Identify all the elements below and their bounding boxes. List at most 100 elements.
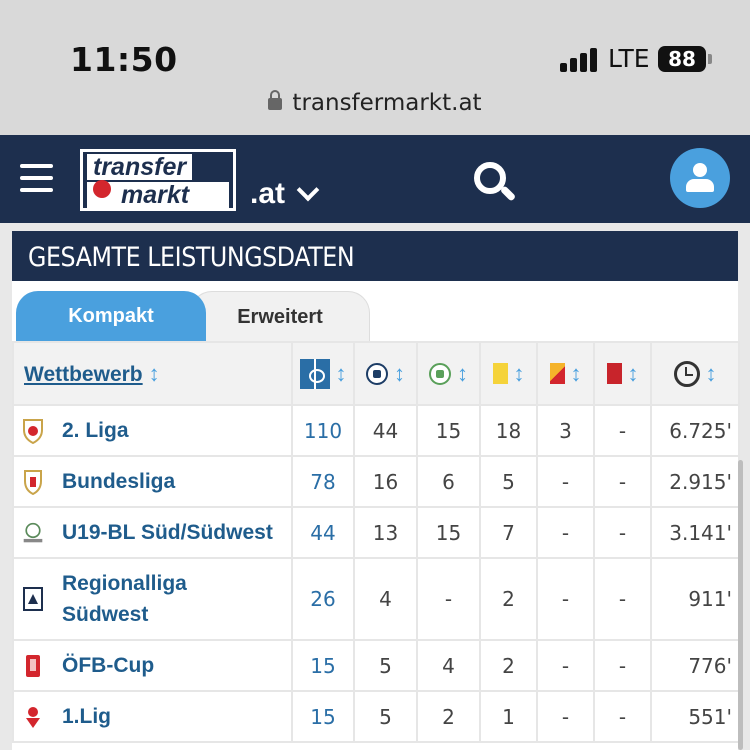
clock-time: 11:50: [70, 40, 178, 79]
competition-link[interactable]: Regionalliga Südwest: [62, 572, 187, 626]
red-cell: -: [593, 639, 652, 692]
yellow-cell: 2: [479, 557, 538, 641]
competition-link[interactable]: 1.Lig: [62, 705, 112, 728]
regionalliga-logo: [23, 587, 43, 611]
tab-erweitert[interactable]: Erweitert: [190, 291, 370, 341]
table-row: Regionalliga Südwest 26 4 - 2 - - 911': [12, 557, 740, 641]
yellow-cell: 1: [479, 690, 538, 743]
liga2-logo: [23, 418, 43, 444]
apps-cell[interactable]: 44: [291, 506, 355, 559]
red-cell: -: [593, 557, 652, 641]
sort-icon: ↕: [335, 360, 347, 386]
yellow-cell: 2: [479, 639, 538, 692]
header-minutes[interactable]: ↕: [650, 341, 740, 406]
apps-cell[interactable]: 15: [291, 690, 355, 743]
status-bar: 11:50 LTE 88 transfermarkt.at: [0, 0, 750, 135]
header-assists[interactable]: ↕: [416, 341, 481, 406]
assists-cell: -: [416, 557, 481, 641]
top-navigation: transfer markt .at: [0, 135, 750, 223]
logo-text-bottom: markt: [87, 182, 229, 208]
apps-cell[interactable]: 26: [291, 557, 355, 641]
battery-icon: 88: [658, 46, 706, 72]
site-logo[interactable]: transfer markt: [80, 149, 236, 211]
assists-cell: 4: [416, 639, 481, 692]
logo-player-icon: [93, 180, 111, 198]
competition-link[interactable]: ÖFB-Cup: [62, 654, 155, 677]
goal-ball-icon: [366, 362, 388, 385]
scrollbar[interactable]: [738, 460, 743, 750]
goals-cell: 5: [353, 639, 418, 692]
tab-kompakt[interactable]: Kompakt: [16, 291, 206, 341]
goals-cell: 16: [353, 455, 418, 508]
network-label: LTE: [608, 44, 650, 73]
minutes-cell: 551': [650, 690, 740, 743]
minutes-cell: 3.141': [650, 506, 740, 559]
pitch-icon: [299, 358, 330, 389]
competition-link[interactable]: 2. Liga: [62, 419, 129, 442]
goals-cell: 13: [353, 506, 418, 559]
sort-icon: ↕: [627, 360, 639, 386]
header-yellow-red[interactable]: ↕: [536, 341, 595, 406]
assists-cell: 2: [416, 690, 481, 743]
yellow-red-card-icon: [549, 363, 565, 384]
clock-icon: [673, 360, 700, 387]
table-row: U19-BL Süd/Südwest 44 13 15 7 - - 3.141': [12, 506, 740, 559]
assist-ball-icon: [429, 362, 451, 385]
red-cell: -: [593, 506, 652, 559]
address-bar[interactable]: transfermarkt.at: [0, 89, 750, 116]
u19-logo: [23, 522, 43, 542]
assists-cell: 15: [416, 404, 481, 457]
yellow-red-cell: -: [536, 506, 595, 559]
stats-table: Wettbewerb ↕ ↕ ↕ ↕ ↕ ↕ ↕ ↕ 2. Liga 110 44…: [12, 341, 740, 743]
table-row: 1.Lig 15 5 2 1 - - 551': [12, 690, 740, 743]
chevron-down-icon[interactable]: [296, 178, 320, 202]
user-account-icon[interactable]: [670, 148, 730, 208]
lig1-logo: [26, 706, 40, 728]
yellow-cell: 5: [479, 455, 538, 508]
panel-title: GESAMTE LEISTUNGSDATEN: [12, 231, 738, 281]
bundesliga-logo: [24, 469, 42, 495]
header-yellow[interactable]: ↕: [479, 341, 538, 406]
header-goals[interactable]: ↕: [353, 341, 418, 406]
sort-icon: ↕: [570, 360, 582, 386]
table-row: Bundesliga 78 16 6 5 - - 2.915': [12, 455, 740, 508]
header-red[interactable]: ↕: [593, 341, 652, 406]
header-competition[interactable]: Wettbewerb ↕: [12, 341, 293, 406]
sort-icon: ↕: [394, 360, 405, 386]
yellow-cell: 18: [479, 404, 538, 457]
goals-cell: 4: [353, 557, 418, 641]
tab-bar: Erweitert Kompakt: [12, 291, 738, 341]
sort-icon: ↕: [457, 360, 468, 386]
lock-icon: [268, 89, 283, 110]
red-card-icon: [606, 363, 622, 384]
competition-link[interactable]: Bundesliga: [62, 470, 176, 493]
minutes-cell: 2.915': [650, 455, 740, 508]
assists-cell: 15: [416, 506, 481, 559]
apps-cell[interactable]: 110: [291, 404, 355, 457]
search-icon[interactable]: [472, 160, 517, 204]
apps-cell[interactable]: 15: [291, 639, 355, 692]
performance-panel: GESAMTE LEISTUNGSDATEN Erweitert Kompakt…: [12, 231, 740, 750]
country-domain[interactable]: .at: [250, 177, 286, 210]
hamburger-menu-icon[interactable]: [20, 164, 53, 192]
apps-cell[interactable]: 78: [291, 455, 355, 508]
sort-icon: ↕: [513, 360, 525, 386]
minutes-cell: 6.725': [650, 404, 740, 457]
yellow-red-cell: -: [536, 455, 595, 508]
header-appearances[interactable]: ↕: [291, 341, 355, 406]
assists-cell: 6: [416, 455, 481, 508]
competition-link[interactable]: U19-BL Süd/Südwest: [62, 521, 273, 544]
goals-cell: 5: [353, 690, 418, 743]
yellow-red-cell: -: [536, 690, 595, 743]
sort-icon: ↕: [148, 360, 160, 386]
goals-cell: 44: [353, 404, 418, 457]
yellow-card-icon: [492, 363, 508, 384]
url-text: transfermarkt.at: [292, 90, 482, 116]
battery-tip: [708, 54, 712, 64]
yellow-cell: 7: [479, 506, 538, 559]
table-header-row: Wettbewerb ↕ ↕ ↕ ↕ ↕ ↕ ↕ ↕: [12, 341, 740, 406]
yellow-red-cell: -: [536, 639, 595, 692]
logo-text-top: transfer: [87, 154, 193, 180]
red-cell: -: [593, 690, 652, 743]
table-row: 2. Liga 110 44 15 18 3 - 6.725': [12, 404, 740, 457]
